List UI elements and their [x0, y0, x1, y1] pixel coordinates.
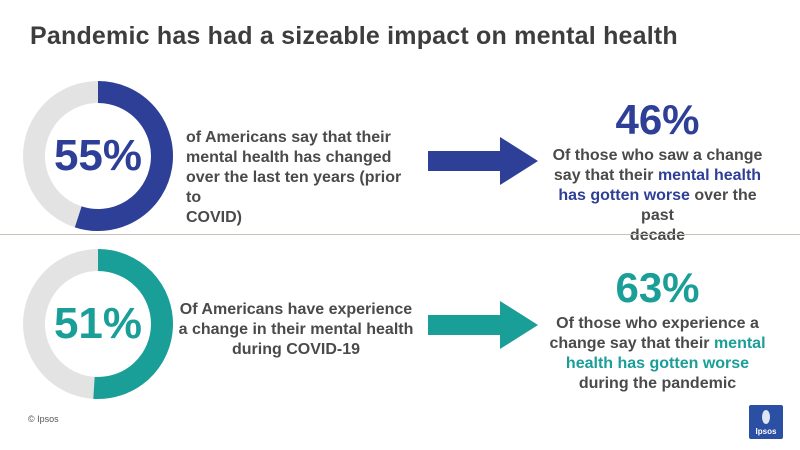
- donut-chart-change-during-covid: 51%: [22, 248, 174, 400]
- result-line: has gotten worse over the past: [545, 186, 770, 226]
- description-line: a change in their mental health: [178, 321, 414, 338]
- donut-value-label: 51%: [53, 299, 143, 348]
- description-line: over the last ten years (prior to: [186, 169, 402, 206]
- result-worse-past-decade: 46% Of those who saw a change say that th…: [545, 98, 770, 246]
- description-line: Of Americans have experience: [179, 301, 413, 318]
- result-line: Of those who experience a: [545, 314, 770, 334]
- donut-value-arc: [93, 249, 173, 399]
- result-segment: Of those who saw a change: [552, 147, 763, 164]
- result-line: Of those who saw a change: [545, 146, 770, 166]
- logo-mark-icon: [762, 410, 770, 424]
- result-line: say that their mental health: [545, 166, 770, 186]
- ipsos-logo: Ipsos: [749, 405, 783, 439]
- result-segment: say that their: [553, 167, 658, 184]
- donut-value-label: 55%: [53, 131, 143, 180]
- result-line: change say that their mental: [545, 334, 770, 354]
- result-text: Of those who saw a change say that their …: [545, 146, 770, 246]
- donut-svg: [23, 81, 173, 231]
- section-divider: [0, 234, 800, 235]
- result-segment: decade: [629, 227, 686, 244]
- page-title: Pandemic has had a sizeable impact on me…: [30, 22, 678, 50]
- description-changed-ten-years: of Americans say that their mental health…: [186, 128, 406, 228]
- result-value: 63%: [615, 264, 700, 311]
- copyright-text: © Ipsos: [28, 414, 59, 424]
- description-line: of Americans say that their: [186, 129, 391, 146]
- result-segment: during the pandemic: [578, 375, 737, 392]
- result-segment: change say that their: [549, 335, 714, 352]
- result-highlight: mental: [713, 335, 766, 352]
- result-line: during the pandemic: [545, 374, 770, 394]
- arrow-right-icon: [428, 137, 538, 185]
- logo-text: Ipsos: [755, 427, 777, 436]
- result-highlight: has gotten worse: [558, 187, 690, 204]
- arrow-right-icon: [428, 301, 538, 349]
- description-line: mental health has changed: [186, 149, 392, 166]
- donut-chart-changed-ten-years: 55%: [22, 80, 174, 232]
- donut-svg: [23, 249, 173, 399]
- result-line: health has gotten worse: [545, 354, 770, 374]
- result-line: decade: [545, 226, 770, 246]
- result-highlight: health has gotten worse: [565, 355, 750, 372]
- description-line: during COVID-19: [231, 341, 360, 358]
- result-value: 46%: [615, 96, 700, 143]
- result-segment: Of those who experience a: [556, 315, 759, 332]
- description-line: COVID): [186, 209, 242, 226]
- result-worse-during-pandemic: 63% Of those who experience a change say …: [545, 266, 770, 394]
- result-text: Of those who experience a change say that…: [545, 314, 770, 394]
- result-segment: over the past: [641, 187, 757, 224]
- result-highlight: mental health: [657, 167, 762, 184]
- description-change-during-covid: Of Americans have experience a change in …: [176, 300, 416, 360]
- donut-value-arc: [74, 81, 173, 231]
